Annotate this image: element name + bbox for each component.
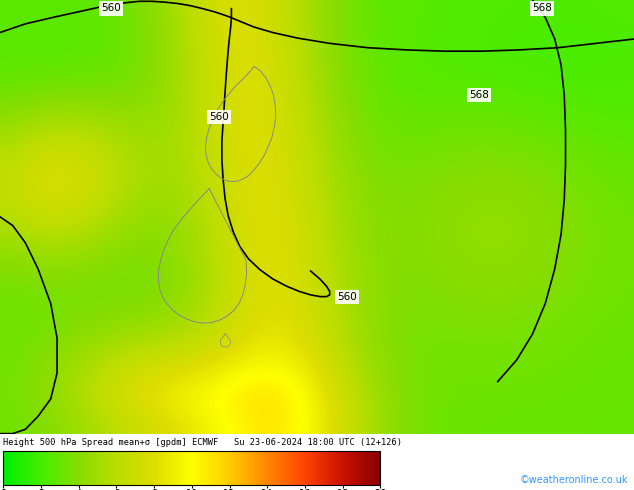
- Text: ©weatheronline.co.uk: ©weatheronline.co.uk: [519, 475, 628, 485]
- Text: 560: 560: [209, 112, 229, 122]
- Text: 560: 560: [101, 3, 121, 13]
- Text: Height 500 hPa Spread mean+σ [gpdm] ECMWF   Su 23-06-2024 18:00 UTC (12+126): Height 500 hPa Spread mean+σ [gpdm] ECMW…: [3, 439, 402, 447]
- Text: 560: 560: [337, 292, 358, 302]
- Text: 568: 568: [532, 3, 552, 13]
- Text: 568: 568: [469, 90, 489, 100]
